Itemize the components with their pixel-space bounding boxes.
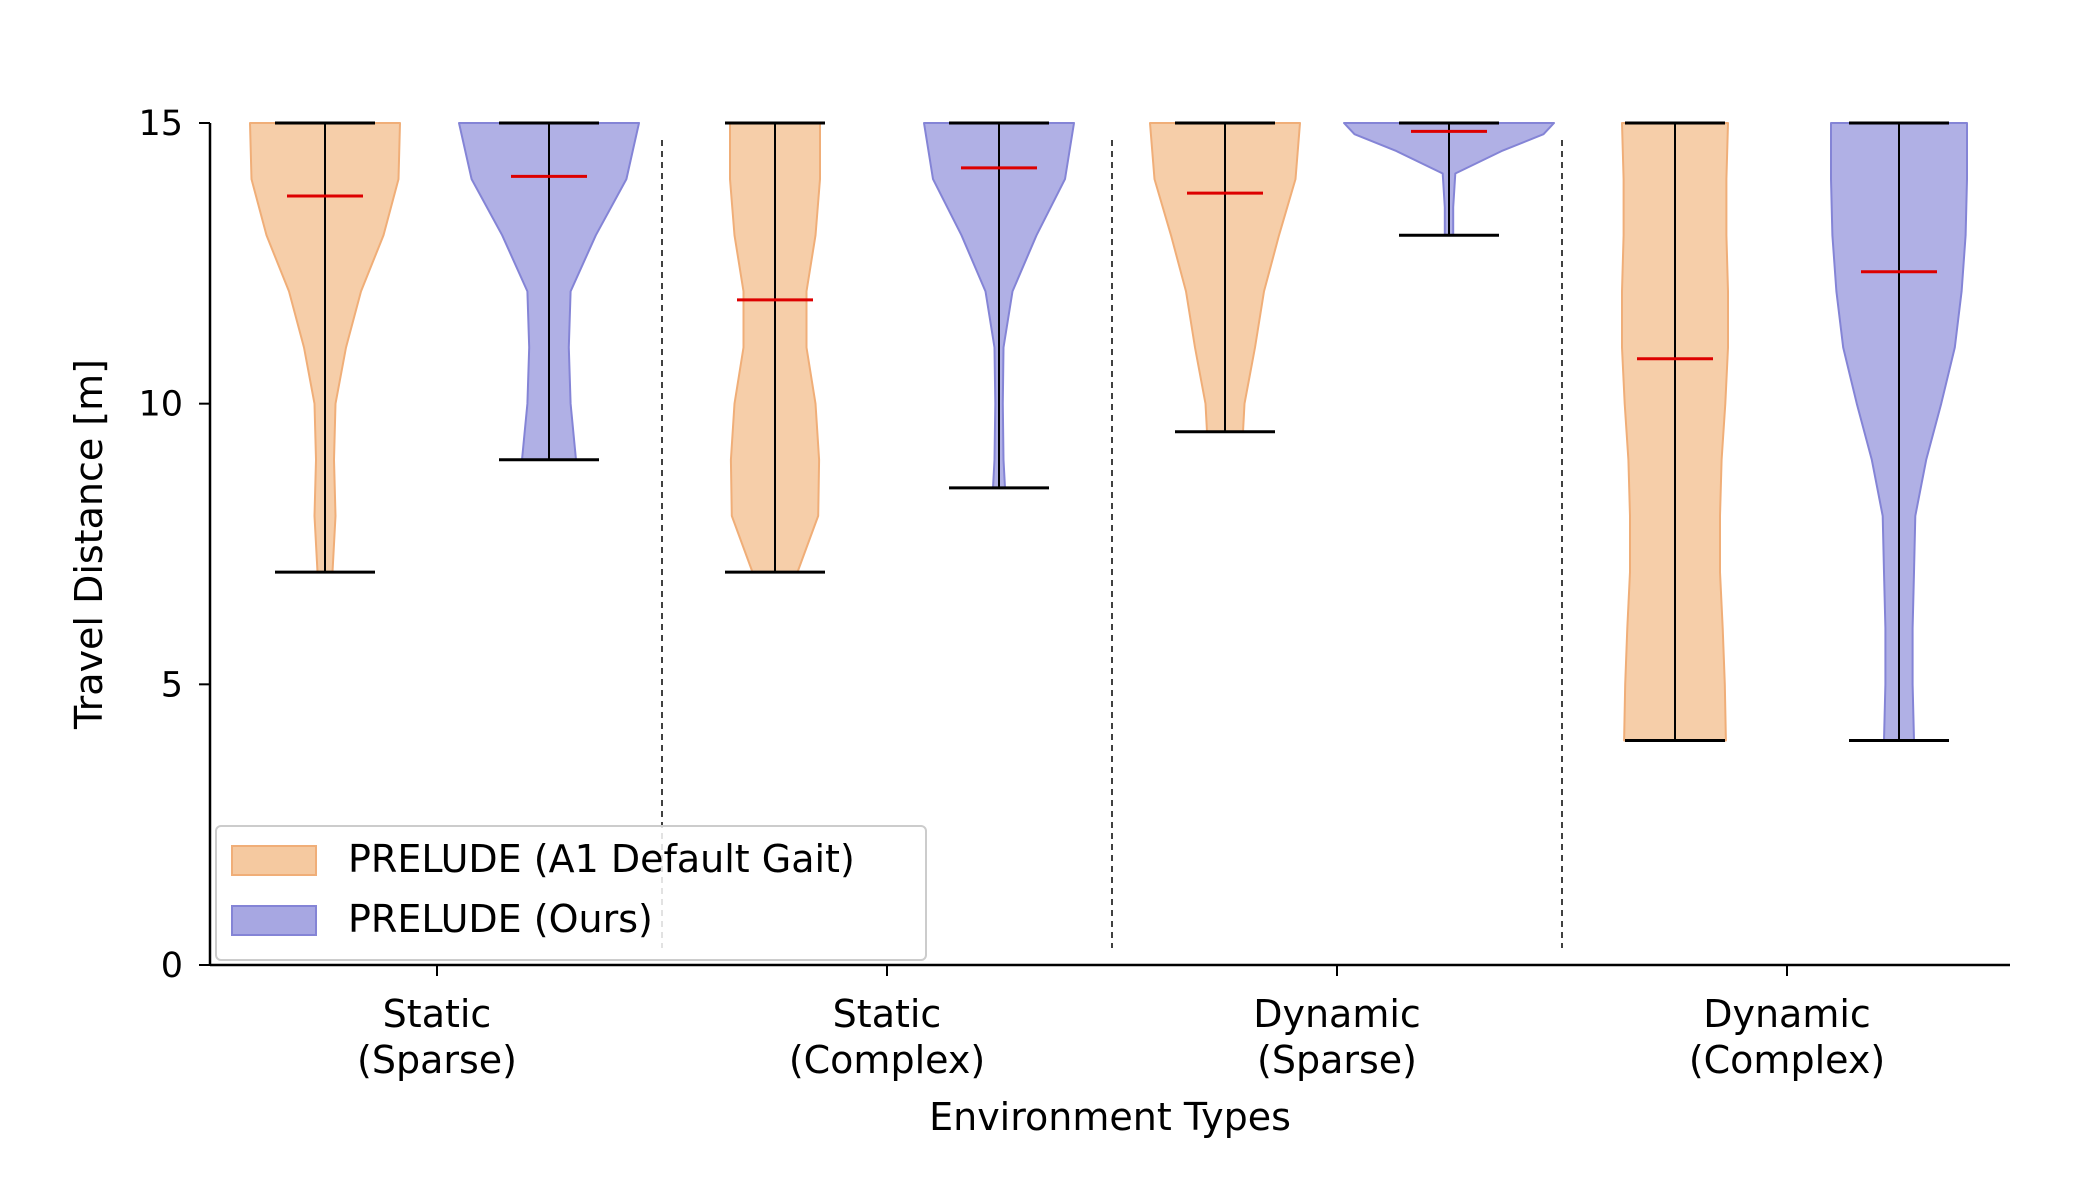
x-tick-label-line2: (Complex) — [789, 1038, 985, 1082]
y-ticks: 0 5 10 15 — [138, 104, 210, 986]
y-tick-label: 5 — [161, 665, 183, 705]
legend-swatch-default-gait — [231, 845, 317, 876]
legend-label-ours: PRELUDE (Ours) — [348, 897, 653, 941]
x-tick-label-line1: Static — [833, 992, 942, 1036]
y-tick-label: 0 — [161, 946, 183, 986]
x-ticks: Static(Sparse)Static(Complex)Dynamic(Spa… — [357, 965, 1885, 1082]
legend-label-default-gait: PRELUDE (A1 Default Gait) — [348, 837, 855, 881]
x-tick-label-line1: Static — [383, 992, 492, 1036]
violin-1-0 — [458, 121, 640, 462]
category-separators — [661, 140, 1563, 948]
legend-frame — [215, 825, 927, 961]
violin-0-3 — [1621, 121, 1729, 742]
x-axis-title: Environment Types — [929, 1095, 1291, 1139]
y-tick-label: 10 — [138, 385, 183, 425]
violin-0-0 — [249, 121, 401, 574]
violin-layer — [249, 121, 1968, 742]
x-tick-label-line1: Dynamic — [1253, 992, 1421, 1036]
y-tick-label: 15 — [138, 104, 183, 144]
legend-swatch-ours — [231, 905, 317, 936]
violin-1-1 — [923, 121, 1075, 490]
y-axis-title: Travel Distance [m] — [67, 359, 111, 730]
legend: PRELUDE (A1 Default Gait) PRELUDE (Ours) — [215, 825, 927, 961]
violin-1-3 — [1830, 121, 1968, 742]
x-tick-label-line2: (Sparse) — [357, 1038, 517, 1082]
x-tick-label-line2: (Complex) — [1689, 1038, 1885, 1082]
violin-1-2 — [1343, 121, 1555, 237]
x-tick-label-line1: Dynamic — [1703, 992, 1871, 1036]
violin-0-1 — [725, 121, 825, 574]
violin-0-2 — [1149, 121, 1301, 434]
x-tick-label-line2: (Sparse) — [1257, 1038, 1417, 1082]
axes — [208, 123, 2010, 967]
